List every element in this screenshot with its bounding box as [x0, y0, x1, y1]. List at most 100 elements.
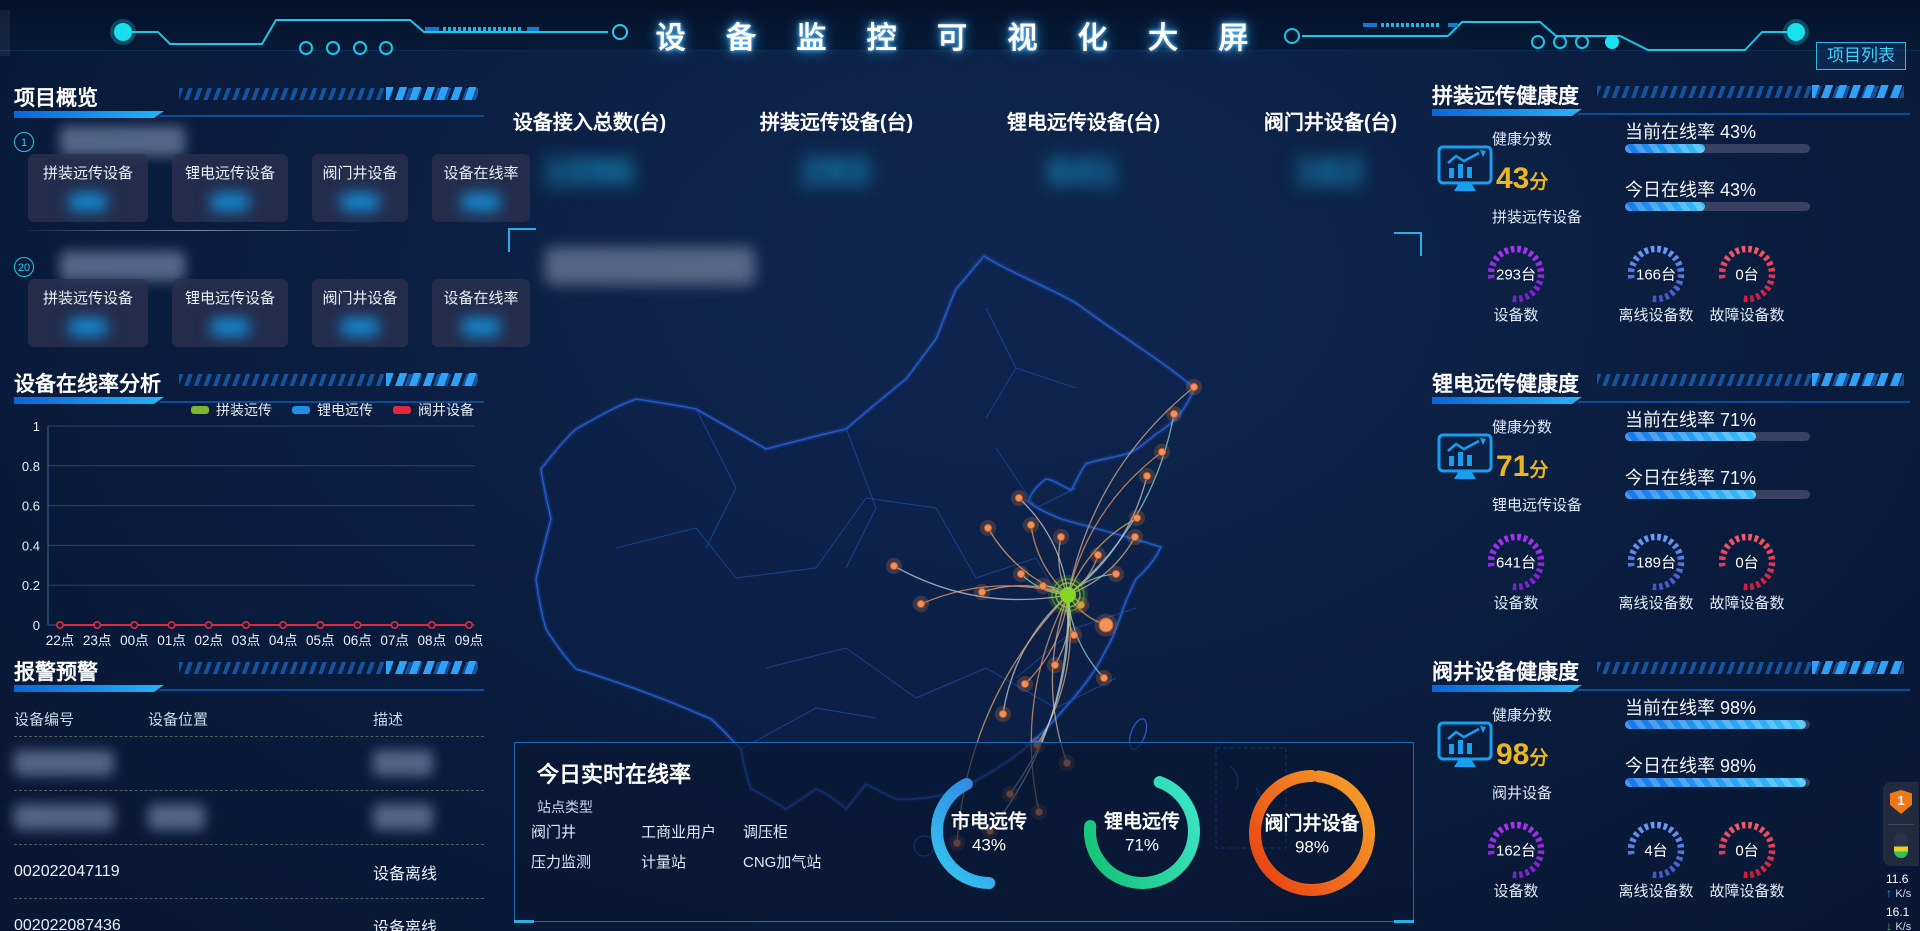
- health-score: 43分: [1496, 162, 1548, 196]
- realtime-online-panel: 今日实时在线率 站点类型 阀门井 工商业用户 调压柜 压力监测 计量站 CNG加气站 市电…: [514, 742, 1414, 923]
- alarm-column-header: 描述: [373, 711, 404, 729]
- section-header-health: 阀井设备健康度: [1432, 656, 1910, 696]
- connection-line: [920, 585, 1069, 605]
- health-panel: 拼装远传健康度 健康分数 43分 拼装远传设备 当前在线率 43% 今日在线率 43% 29…: [1428, 80, 1914, 368]
- province-border: [740, 707, 877, 750]
- hatch-bright-decoration: [1812, 85, 1904, 98]
- connection-line: [1067, 536, 1136, 596]
- section-header-project-overview: 项目概览: [14, 82, 484, 122]
- project-list-button[interactable]: 项目列表: [1816, 42, 1906, 70]
- project-row: 20 拼装远传设备 锂电远传设备 阀门井设备 设备在线率: [14, 251, 530, 351]
- project-overview-list: 1 拼装远传设备 锂电远传设备 阀门井设备 设备在线率 20 拼装远传设备 锂电远传设备 阀门井…: [14, 126, 530, 362]
- health-score-label: 健康分数: [1492, 707, 1553, 724]
- legend-label: 阀井设备: [418, 402, 474, 418]
- alarm-cell: 002022087436: [14, 916, 121, 931]
- map-site-dot: [1128, 509, 1146, 527]
- ring-value: 162台: [1495, 842, 1537, 860]
- stat-card-value-blurred: [462, 318, 500, 336]
- ring-value: 4台: [1644, 842, 1668, 860]
- bar-fill: [1625, 490, 1757, 499]
- security-shield-icon[interactable]: 1: [1890, 790, 1912, 814]
- device-total-stats: 设备接入总数(台) 1096 拼装远传设备(台) 293 锂电远传设备(台) 641 阀门井…: [466, 106, 1454, 194]
- hatch-bright-decoration: [386, 87, 478, 100]
- map-site-dot: [1185, 378, 1203, 396]
- x-tick-label: 03点: [232, 633, 261, 648]
- alarm-cell-blurred: [14, 804, 114, 830]
- health-score-number: 43: [1496, 162, 1530, 195]
- map-site-dot: [1089, 546, 1107, 564]
- gauge-label: 市电远传 43%: [951, 807, 1027, 856]
- ring-label: 离线设备数: [1618, 307, 1694, 324]
- y-tick-label: 0.2: [22, 578, 40, 593]
- project-index-badge: 1: [14, 132, 34, 152]
- current-rate-bar: [1625, 720, 1810, 729]
- alarm-cell: 002022047119: [14, 862, 120, 880]
- province-border: [815, 497, 937, 569]
- title-underline: [1432, 685, 1582, 692]
- tray-box: 1: [1883, 782, 1919, 866]
- health-panel: 锂电远传健康度 健康分数 71分 锂电远传设备 当前在线率 71% 今日在线率 71% 64…: [1428, 368, 1914, 656]
- legend-chip: [393, 406, 411, 414]
- site-type-item: 工商业用户: [641, 824, 717, 841]
- stat-card-label: 拼装远传设备: [42, 290, 133, 307]
- data-point-marker: [427, 621, 436, 630]
- alarm-header-row: 设备编号 设备位置 描述: [14, 702, 484, 737]
- ring-value: 0台: [1735, 842, 1759, 860]
- data-point-marker: [130, 621, 139, 630]
- x-tick-label: 05点: [306, 633, 335, 648]
- map-site-dot: [1095, 669, 1113, 687]
- big-stat-label: 锂电远传设备(台): [1006, 112, 1161, 134]
- legend-chip: [292, 406, 310, 414]
- health-score-number: 71: [1496, 450, 1530, 483]
- header-band: [0, 0, 1920, 51]
- hatch-bright-decoration: [1812, 373, 1904, 386]
- health-score-unit: 分: [1529, 460, 1549, 481]
- big-stat-label: 阀门井设备(台): [1263, 112, 1398, 134]
- alarm-column-header: 设备编号: [14, 711, 75, 729]
- map-site-dot: [1107, 565, 1125, 583]
- edge-decoration: [0, 10, 10, 56]
- gauge-label: 阀门井设备 98%: [1264, 809, 1359, 858]
- title-underline: [1432, 397, 1582, 404]
- map-site-dot: [973, 583, 991, 601]
- section-title: 锂电远传健康度: [1432, 373, 1579, 396]
- system-tray-widget: 1 11.6 ↑ K/s 16.1 ↓ K/s: [1883, 782, 1920, 931]
- x-tick-label: 08点: [418, 633, 447, 648]
- big-stat-value: 293: [801, 151, 872, 193]
- project-stat-cards: 拼装远传设备 锂电远传设备 阀门井设备 设备在线率: [28, 154, 530, 222]
- section-title: 设备在线率分析: [14, 373, 161, 396]
- company-tag-blurred: [545, 247, 755, 285]
- alarm-cell-blurred: [14, 750, 114, 776]
- title-underline-thin: [1578, 689, 1910, 691]
- alarm-cell-blurred: [148, 804, 205, 830]
- data-point-marker: [55, 621, 64, 630]
- section-title: 项目概览: [14, 87, 98, 110]
- ring-label: 设备数: [1493, 595, 1539, 612]
- ring-value: 0台: [1735, 554, 1759, 572]
- battery-capsule-icon[interactable]: [1894, 832, 1908, 858]
- glow-dot-left: [114, 23, 132, 41]
- alarm-cell-blurred: [373, 750, 433, 776]
- alarm-row: 002022087436 设备离线: [14, 899, 484, 931]
- connection-line: [1067, 386, 1195, 596]
- ring-label: 设备数: [1493, 883, 1539, 900]
- map-site-dot: [1034, 577, 1052, 595]
- stat-card: 锂电远传设备: [172, 279, 288, 347]
- gauge-ring: [1084, 773, 1200, 890]
- alarm-cell-blurred: [373, 804, 433, 830]
- ring-label: 设备数: [1493, 307, 1539, 324]
- title-underline-thin: [160, 115, 484, 117]
- bar-fill: [1625, 778, 1807, 787]
- map-site-dot: [1072, 596, 1090, 614]
- gauge-percent: 71%: [1124, 835, 1160, 855]
- x-tick-label: 09点: [455, 633, 484, 648]
- connection-line: [1030, 524, 1069, 596]
- map-hub-dot: [1048, 575, 1088, 615]
- stat-card-label: 锂电远传设备: [184, 290, 275, 307]
- big-stat: 锂电远传设备(台) 641: [960, 106, 1207, 194]
- map-site-dot: [912, 595, 930, 613]
- alarm-row: 002022047119 设备离线: [14, 845, 484, 899]
- x-tick-label: 00点: [120, 633, 149, 648]
- section-header-health: 拼装远传健康度: [1432, 80, 1910, 120]
- gauge-name: 市电远传: [950, 811, 1028, 833]
